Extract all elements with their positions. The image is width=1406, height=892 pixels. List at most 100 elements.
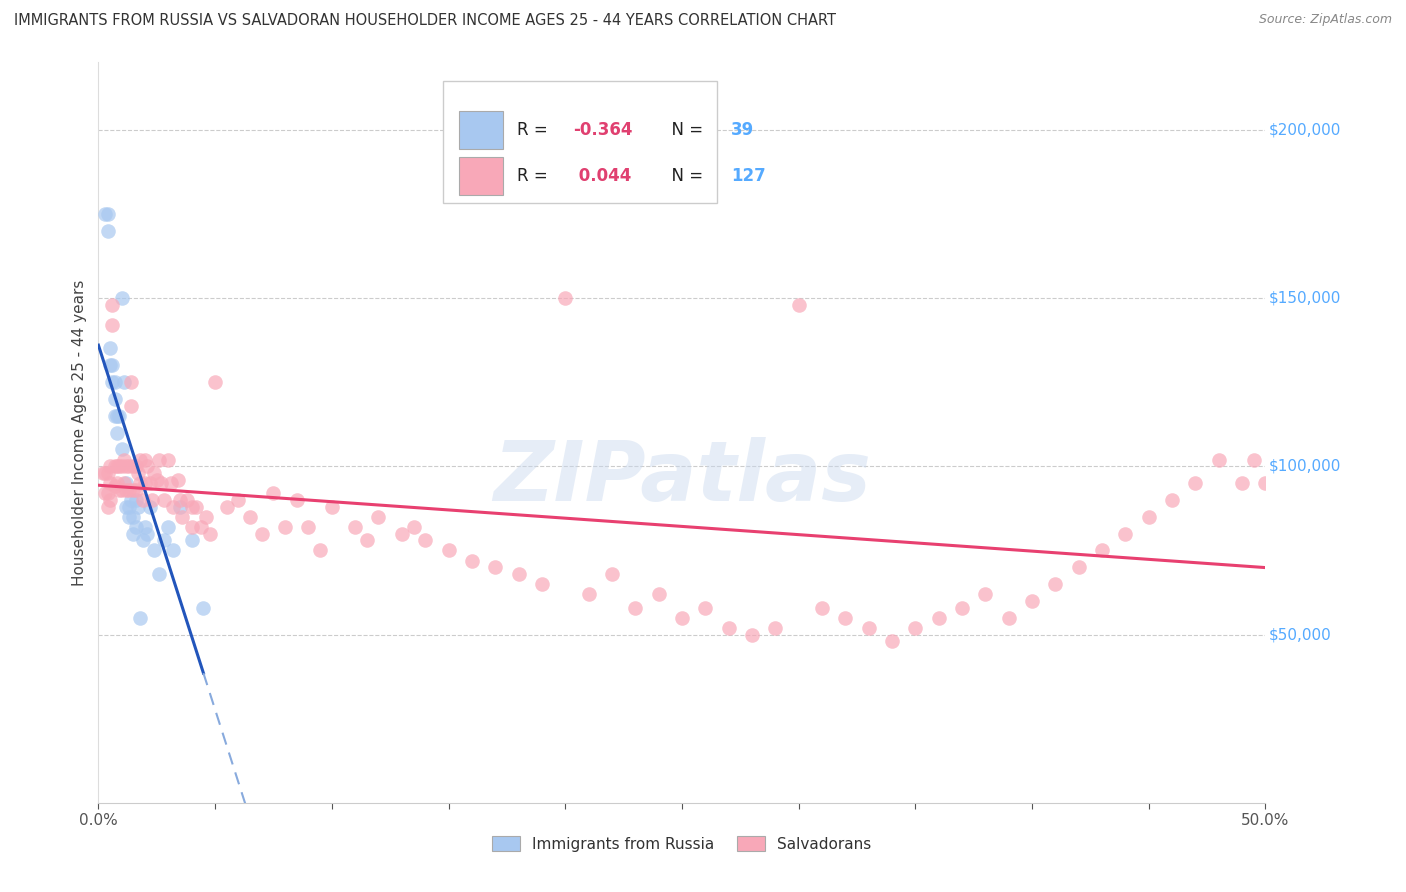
Point <box>97 466 120 480</box>
Point <box>101 298 124 312</box>
Point <box>1161 492 1184 507</box>
Bar <box>458 157 503 195</box>
Text: $50,000: $50,000 <box>1268 627 1331 642</box>
Point <box>194 509 217 524</box>
Point <box>239 509 262 524</box>
Point <box>129 476 152 491</box>
Point <box>200 526 222 541</box>
Point <box>152 533 174 548</box>
Point <box>94 207 117 221</box>
Point <box>143 543 166 558</box>
Point <box>146 473 169 487</box>
Point <box>108 483 131 497</box>
Point <box>148 452 170 467</box>
Point <box>127 466 149 480</box>
Point <box>97 500 120 514</box>
Point <box>104 375 127 389</box>
Point <box>125 459 148 474</box>
Point <box>91 466 114 480</box>
Point <box>1137 509 1160 524</box>
Point <box>166 473 188 487</box>
Point <box>120 399 142 413</box>
Point <box>148 566 170 581</box>
Point <box>600 566 623 581</box>
Point <box>98 359 121 373</box>
Point <box>530 577 553 591</box>
Point <box>880 634 903 648</box>
Point <box>904 621 927 635</box>
Text: $100,000: $100,000 <box>1268 458 1341 474</box>
Point <box>297 520 319 534</box>
Point <box>741 627 763 641</box>
Point <box>118 509 141 524</box>
Point <box>118 483 141 497</box>
Point <box>94 466 117 480</box>
Point <box>285 492 308 507</box>
Point <box>143 466 166 480</box>
Point <box>437 543 460 558</box>
Text: 127: 127 <box>731 167 766 186</box>
Point <box>104 409 127 423</box>
Point <box>461 553 484 567</box>
Point <box>162 543 184 558</box>
Point <box>834 610 856 624</box>
Bar <box>458 111 503 149</box>
Point <box>508 566 530 581</box>
Point <box>97 207 120 221</box>
Point <box>115 483 138 497</box>
Point <box>858 621 880 635</box>
Point <box>176 492 198 507</box>
Point <box>115 476 138 491</box>
Point <box>974 587 997 601</box>
Text: R =: R = <box>517 120 554 139</box>
Point <box>1313 526 1336 541</box>
Point <box>120 492 142 507</box>
Point <box>101 375 124 389</box>
Point <box>105 425 128 440</box>
Point <box>98 459 121 474</box>
Point <box>169 492 191 507</box>
Point <box>104 479 127 493</box>
Point <box>647 587 669 601</box>
Point <box>132 533 155 548</box>
Point <box>928 610 950 624</box>
Point <box>152 492 174 507</box>
Point <box>112 452 135 467</box>
Point <box>787 298 810 312</box>
Point <box>112 476 135 491</box>
Point <box>1289 509 1312 524</box>
Point <box>1254 476 1277 491</box>
Point <box>118 500 141 514</box>
Point <box>157 452 180 467</box>
Legend: Immigrants from Russia, Salvadorans: Immigrants from Russia, Salvadorans <box>486 830 877 858</box>
Point <box>391 526 413 541</box>
Point <box>115 459 138 474</box>
Point <box>671 610 693 624</box>
Point <box>111 483 134 497</box>
Text: -0.364: -0.364 <box>574 120 633 139</box>
Point <box>125 483 148 497</box>
Point <box>1067 560 1090 574</box>
Point <box>309 543 332 558</box>
Point <box>413 533 436 548</box>
Point <box>136 459 159 474</box>
Point <box>274 520 297 534</box>
Point <box>172 509 194 524</box>
Point <box>1045 577 1067 591</box>
Point <box>132 492 155 507</box>
Point <box>105 459 128 474</box>
Point <box>1301 520 1323 534</box>
Point <box>180 500 202 514</box>
Point <box>1265 492 1288 507</box>
Point <box>115 500 138 514</box>
Point <box>101 318 124 332</box>
Point <box>122 459 145 474</box>
Point <box>129 610 152 624</box>
Point <box>1021 594 1043 608</box>
Point <box>180 520 202 534</box>
Point <box>94 486 117 500</box>
Point <box>344 520 367 534</box>
Point <box>105 476 128 491</box>
Point <box>98 342 121 356</box>
Point <box>204 375 226 389</box>
